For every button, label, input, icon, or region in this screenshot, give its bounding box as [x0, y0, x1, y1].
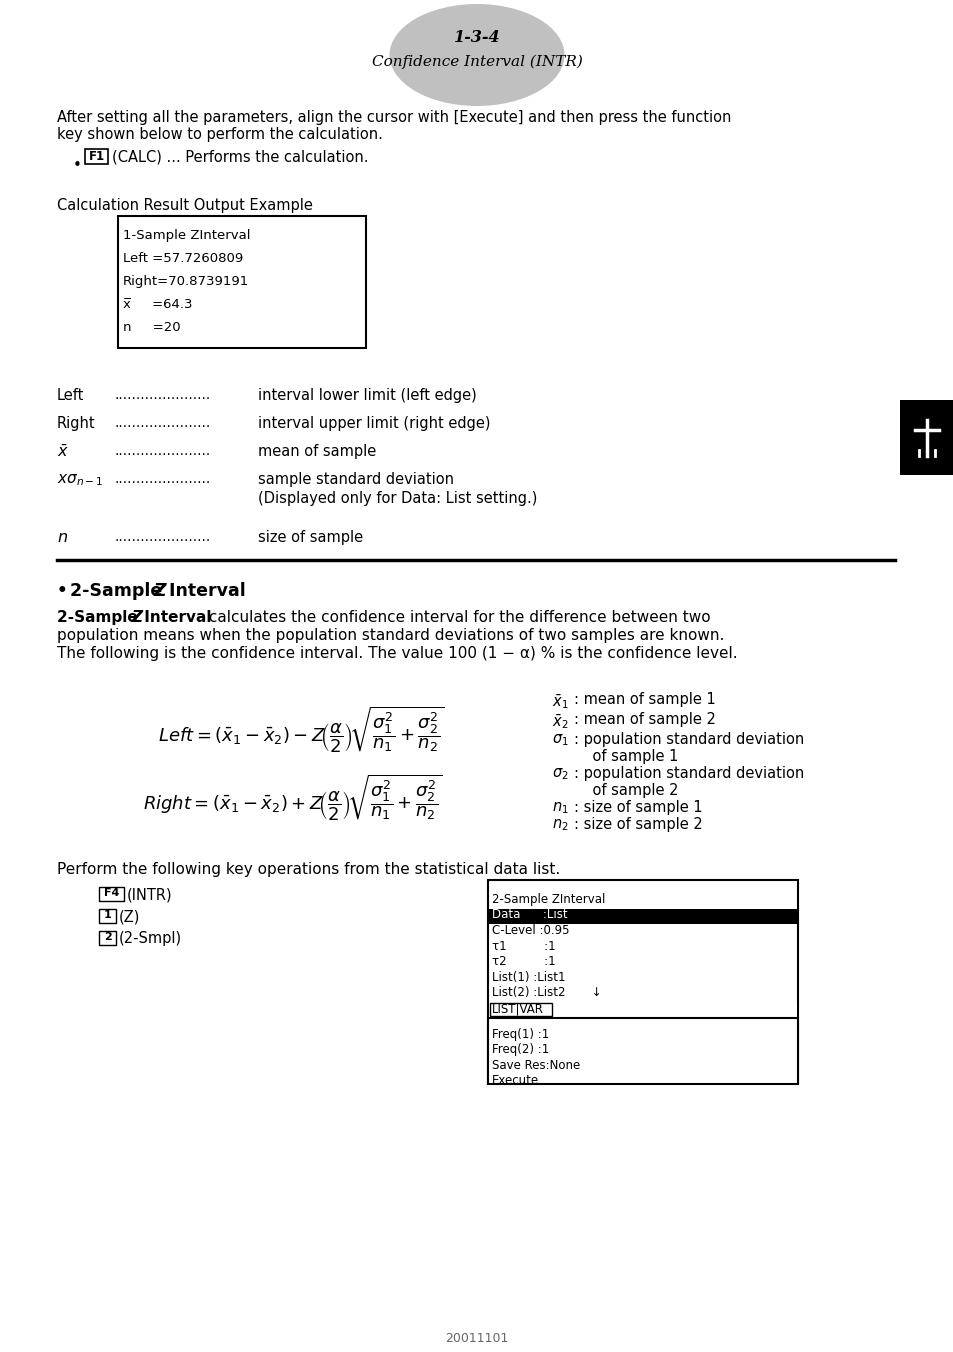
Text: 2-Sample ZInterval: 2-Sample ZInterval — [492, 894, 605, 906]
Text: : population standard deviation: : population standard deviation — [574, 731, 803, 748]
Text: Save Res:None: Save Res:None — [492, 1059, 579, 1072]
Text: $x\sigma_{n-1}$: $x\sigma_{n-1}$ — [57, 472, 104, 488]
Text: key shown below to perform the calculation.: key shown below to perform the calculati… — [57, 127, 382, 142]
FancyBboxPatch shape — [488, 1018, 797, 1084]
Text: : size of sample 1: : size of sample 1 — [574, 800, 702, 815]
Text: τ2          :1: τ2 :1 — [492, 955, 555, 968]
Text: τ1          :1: τ1 :1 — [492, 940, 555, 953]
FancyBboxPatch shape — [490, 1002, 552, 1015]
Text: 20011101: 20011101 — [445, 1332, 508, 1345]
Text: mean of sample: mean of sample — [257, 443, 375, 458]
Text: List(2) :List2       ↓: List(2) :List2 ↓ — [492, 986, 601, 999]
Text: : mean of sample 1: : mean of sample 1 — [574, 692, 715, 707]
Text: Interval: Interval — [163, 581, 246, 600]
Text: Freq(1) :1: Freq(1) :1 — [492, 1028, 549, 1041]
Text: ......................: ...................... — [115, 416, 211, 430]
FancyBboxPatch shape — [488, 880, 797, 1083]
Text: 2: 2 — [104, 932, 112, 942]
Text: F1: F1 — [89, 150, 105, 162]
Text: $\bar{x}_2$: $\bar{x}_2$ — [552, 713, 568, 730]
Text: Interval: Interval — [139, 610, 212, 625]
Text: Perform the following key operations from the statistical data list.: Perform the following key operations fro… — [57, 863, 559, 877]
Text: C-Level :0.95: C-Level :0.95 — [492, 923, 569, 937]
Text: (Displayed only for Data: List setting.): (Displayed only for Data: List setting.) — [257, 491, 537, 506]
Text: LIST|VAR: LIST|VAR — [492, 1002, 543, 1015]
Text: $n_2$: $n_2$ — [552, 817, 568, 833]
Text: (Z): (Z) — [119, 909, 140, 923]
FancyBboxPatch shape — [99, 930, 116, 945]
Text: ......................: ...................... — [115, 530, 211, 544]
Text: ......................: ...................... — [115, 388, 211, 402]
Text: $\bar{x}$: $\bar{x}$ — [57, 443, 69, 460]
Text: Calculation Result Output Example: Calculation Result Output Example — [57, 197, 313, 214]
Text: $n_1$: $n_1$ — [552, 800, 568, 815]
Text: : size of sample 2: : size of sample 2 — [574, 817, 702, 831]
Text: $\sigma_2$: $\sigma_2$ — [552, 767, 568, 781]
FancyBboxPatch shape — [489, 909, 796, 923]
Text: of sample 2: of sample 2 — [574, 783, 678, 798]
FancyBboxPatch shape — [899, 400, 953, 475]
Text: Right: Right — [57, 416, 95, 431]
Text: Confidence Interval (INTR): Confidence Interval (INTR) — [371, 55, 582, 69]
Text: (INTR): (INTR) — [127, 887, 172, 902]
Text: Freq(2) :1: Freq(2) :1 — [492, 1044, 549, 1056]
Text: (CALC) ... Performs the calculation.: (CALC) ... Performs the calculation. — [112, 150, 368, 165]
FancyBboxPatch shape — [118, 216, 366, 347]
FancyBboxPatch shape — [489, 1002, 796, 1017]
Text: 2-Sample: 2-Sample — [57, 610, 143, 625]
Text: $\bar{x}_1$: $\bar{x}_1$ — [552, 692, 568, 711]
Text: F4: F4 — [104, 888, 119, 898]
Ellipse shape — [389, 4, 564, 105]
Text: $\mathit{Right} = (\bar{x}_1 - \bar{x}_2) + Z\!\left(\dfrac{\alpha}{2}\right)\!\: $\mathit{Right} = (\bar{x}_1 - \bar{x}_2… — [143, 773, 442, 823]
Text: calculates the confidence interval for the difference between two: calculates the confidence interval for t… — [204, 610, 710, 625]
Text: List(1) :List1: List(1) :List1 — [492, 971, 565, 983]
Text: population means when the population standard deviations of two samples are know: population means when the population sta… — [57, 627, 723, 644]
Text: Execute: Execute — [492, 1075, 538, 1087]
Text: Z: Z — [131, 610, 142, 625]
Text: interval upper limit (right edge): interval upper limit (right edge) — [257, 416, 490, 431]
Text: : mean of sample 2: : mean of sample 2 — [574, 713, 715, 727]
Text: •: • — [57, 581, 68, 600]
Text: (2-Smpl): (2-Smpl) — [119, 932, 182, 946]
Text: $\sigma_1$: $\sigma_1$ — [552, 731, 568, 748]
Text: Right=70.8739191: Right=70.8739191 — [123, 274, 249, 288]
Text: ......................: ...................... — [115, 472, 211, 485]
Text: Left =57.7260809: Left =57.7260809 — [123, 251, 243, 265]
Text: •: • — [73, 158, 82, 173]
Text: After setting all the parameters, align the cursor with [Execute] and then press: After setting all the parameters, align … — [57, 110, 731, 124]
FancyBboxPatch shape — [86, 149, 109, 164]
Text: The following is the confidence interval. The value 100 (1 − α) % is the confide: The following is the confidence interval… — [57, 646, 737, 661]
Text: Data      :List: Data :List — [492, 909, 567, 922]
Text: 1: 1 — [104, 910, 112, 919]
Text: Z: Z — [152, 581, 166, 600]
Text: interval lower limit (left edge): interval lower limit (left edge) — [257, 388, 476, 403]
FancyBboxPatch shape — [99, 887, 125, 900]
Text: size of sample: size of sample — [257, 530, 363, 545]
Text: Left: Left — [57, 388, 84, 403]
Text: 2-Sample: 2-Sample — [70, 581, 168, 600]
FancyBboxPatch shape — [99, 909, 116, 922]
Text: sample standard deviation: sample standard deviation — [257, 472, 454, 487]
Text: x̅     =64.3: x̅ =64.3 — [123, 297, 193, 311]
Text: $\mathit{Left} = (\bar{x}_1 - \bar{x}_2) - Z\!\left(\dfrac{\alpha}{2}\right)\!\s: $\mathit{Left} = (\bar{x}_1 - \bar{x}_2)… — [158, 704, 444, 754]
Text: $n$: $n$ — [57, 530, 68, 545]
Text: ......................: ...................... — [115, 443, 211, 458]
Text: 1-Sample ZInterval: 1-Sample ZInterval — [123, 228, 251, 242]
Text: 1-3-4: 1-3-4 — [454, 30, 499, 46]
Text: : population standard deviation: : population standard deviation — [574, 767, 803, 781]
Text: of sample 1: of sample 1 — [574, 749, 678, 764]
Text: n     =20: n =20 — [123, 320, 180, 334]
